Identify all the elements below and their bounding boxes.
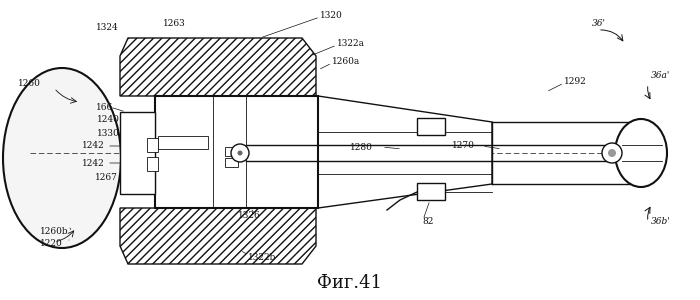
Text: 1242: 1242	[82, 142, 105, 151]
Text: 1242: 1242	[82, 158, 105, 167]
Circle shape	[237, 151, 242, 155]
Text: 1244: 1244	[208, 142, 231, 151]
Text: 1260b: 1260b	[40, 227, 69, 236]
Text: 1322b: 1322b	[248, 253, 276, 262]
Text: 1324: 1324	[96, 22, 119, 32]
Ellipse shape	[615, 119, 667, 187]
Text: 82: 82	[422, 218, 433, 226]
Text: 1320: 1320	[320, 11, 343, 20]
Text: 1260: 1260	[18, 80, 41, 88]
Text: 1220: 1220	[40, 239, 63, 248]
Bar	[120, 112, 155, 194]
Text: 166: 166	[96, 103, 113, 112]
Text: 1328: 1328	[188, 103, 211, 112]
Text: 1330: 1330	[97, 128, 120, 137]
Polygon shape	[120, 38, 316, 96]
Bar	[417, 183, 445, 200]
Bar	[225, 147, 238, 156]
Text: 1322a: 1322a	[337, 40, 365, 49]
Text: 1260a: 1260a	[332, 58, 361, 67]
Bar	[155, 96, 318, 208]
Bar	[417, 118, 445, 135]
Text: 36': 36'	[592, 19, 606, 28]
Text: 1326: 1326	[256, 103, 279, 112]
Polygon shape	[120, 208, 316, 264]
Ellipse shape	[3, 68, 121, 248]
Text: 1240: 1240	[97, 116, 120, 124]
Bar	[158, 136, 208, 149]
Bar	[147, 157, 158, 171]
Circle shape	[602, 143, 622, 163]
Text: 1267: 1267	[95, 172, 118, 182]
Text: 1229: 1229	[208, 115, 231, 124]
Text: 36a': 36a'	[651, 71, 671, 80]
Text: 1270: 1270	[452, 142, 475, 151]
Text: 36b': 36b'	[651, 218, 671, 226]
Bar	[147, 138, 158, 152]
Polygon shape	[318, 96, 492, 208]
Text: Фиг.41: Фиг.41	[318, 274, 382, 292]
Text: 1267: 1267	[208, 187, 231, 196]
Circle shape	[231, 144, 249, 162]
Text: 1263: 1263	[163, 20, 186, 28]
Text: 1292: 1292	[564, 77, 587, 86]
Circle shape	[608, 149, 616, 157]
Text: 1280: 1280	[350, 142, 373, 152]
Text: 1278: 1278	[208, 128, 231, 136]
Text: 1276: 1276	[208, 172, 231, 182]
Text: 1326: 1326	[238, 211, 260, 220]
Bar	[225, 158, 238, 167]
